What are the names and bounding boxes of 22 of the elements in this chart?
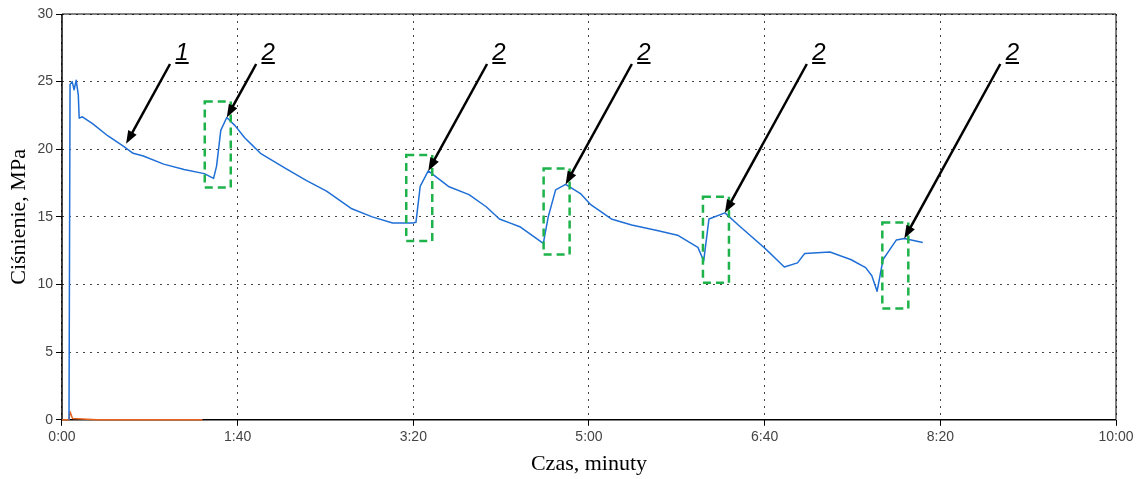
x-tick-label: 3:20 [399, 428, 428, 445]
annotation: 2 [812, 38, 826, 66]
y-axis-title: Ciśnienie, MPa [4, 148, 30, 285]
x-tick-label: 5:00 [575, 428, 603, 445]
y-tick-label: 15 [37, 207, 54, 224]
annotation: 2 [637, 38, 651, 66]
y-tick-label: 5 [45, 343, 54, 360]
annotation: 2 [261, 38, 275, 66]
y-tick-label: 0 [45, 410, 54, 427]
y-tick-label: 10 [37, 275, 54, 292]
y-tick-label: 20 [37, 140, 54, 157]
annotation: 2 [492, 38, 506, 66]
annotation: 1 [175, 38, 189, 66]
x-tick-label: 6:40 [751, 428, 779, 445]
x-tick-label: 1:40 [224, 428, 252, 445]
x-tick-label: 8:20 [926, 428, 955, 445]
annotation: 2 [1005, 38, 1019, 66]
y-tick-label: 25 [37, 72, 54, 89]
y-tick-label: 30 [37, 4, 54, 21]
x-axis-title: Czas, minuty [530, 449, 648, 475]
x-tick-label: 0:00 [48, 428, 76, 445]
x-tick-label: 10:00 [1098, 428, 1134, 445]
